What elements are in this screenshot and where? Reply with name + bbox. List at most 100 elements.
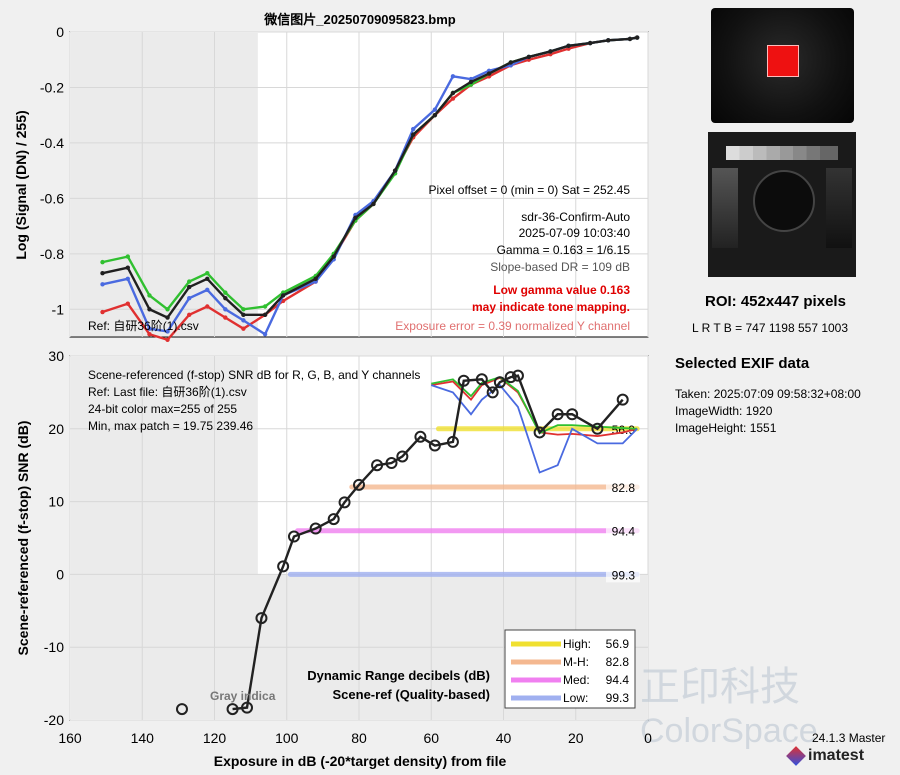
dr-band-label-bg [606,565,640,583]
data-point [262,304,268,309]
data-point [187,279,192,284]
data-point [591,422,604,435]
data-point [457,374,470,387]
dr-band-label: 82.8 [612,481,636,495]
plot-area [69,355,649,721]
datetime-label: 2025-07-09 10:03:40 [519,226,631,240]
dr-band-label: 94.4 [612,525,636,539]
data-point [125,301,130,306]
y-tick-label: 0 [56,24,64,40]
dr-title-1: Dynamic Range decibels (dB) [307,668,490,683]
roi-coords: L R T B = 747 1198 557 1003 [692,321,849,335]
data-point [262,332,268,337]
ref-label: Ref: 自研36阶(1).csv [88,319,199,333]
y-tick-label: -10 [44,639,64,655]
y-tick-label: 30 [48,348,64,364]
data-point [450,74,456,79]
snr-title-line-1: Scene-referenced (f-stop) SNR dB for R, … [88,368,420,382]
data-point [428,439,441,452]
x-tick-label: 20 [568,730,584,746]
series-line [431,376,638,437]
chart-thumbnail [708,132,856,277]
chart-patch-left [712,168,738,248]
data-point [475,373,488,386]
chart-patch-row [726,146,838,160]
x-axis-label: Exposure in dB (-20*target density) from… [214,753,507,769]
data-point [125,254,130,259]
y-tick-label: -1 [52,301,65,317]
imatest-brand: imatest [808,747,865,764]
dr-band-label: 99.3 [612,568,636,582]
data-point [468,79,474,85]
data-point [205,304,210,309]
chart-circle [753,170,815,232]
y-tick-label: -0.8 [40,246,64,262]
y-tick-label: -0.4 [40,135,64,151]
grid [69,31,649,337]
slope-dr-label: Slope-based DR = 109 dB [490,260,630,274]
data-point [548,49,553,54]
data-point [205,276,210,281]
data-point [396,450,409,463]
legend-value: 82.8 [606,655,630,669]
y-tick-label: 10 [48,494,64,510]
data-point [526,54,531,60]
data-point [280,293,286,298]
data-point [566,43,571,49]
y-tick-labels: 30 20 10 0 -10 -20 [44,348,64,728]
data-point [187,295,192,301]
y-tick-labels: 0 -0.2 -0.4 -0.6 -0.8 -1 [40,24,64,317]
watermark-cn: 正印科技 [640,665,800,709]
data-point [241,307,246,312]
legend-value: 56.9 [606,637,630,651]
data-point [327,513,340,526]
roi-red-box [767,45,799,77]
legend-value: 94.4 [606,673,630,687]
imatest-logo: imatest [786,746,865,766]
exif-height: ImageHeight: 1551 [675,421,777,435]
y-tick-label: 20 [48,421,64,437]
data-point [634,35,640,40]
data-point [223,295,228,301]
data-point [255,612,268,625]
y-axis-label: Log (Signal (DN) / 255) [13,110,29,259]
exif-title: Selected EXIF data [675,355,810,372]
y-axis-label: Scene-referenced (f-stop) SNR (dB) [15,421,31,656]
x-tick-label: 100 [275,730,299,746]
data-point [187,312,192,318]
data-point [223,290,228,295]
data-point [100,271,105,276]
legend-label: Med: [563,673,590,687]
data-point [309,522,322,535]
data-point [313,276,318,281]
data-point [486,71,492,76]
series-line [430,383,638,474]
data-point [331,254,336,259]
data-point [165,337,170,342]
dr-band-label-bg [606,478,640,496]
data-point [125,265,130,270]
legend: High: 56.9 M-H: 82.8 Med: 94.4 Low: 99.3 [504,629,636,709]
legend-label: Low: [563,691,588,705]
data-point [353,215,358,220]
data-point [493,376,506,389]
data-point [566,408,579,421]
lower-shaded-region [71,574,647,719]
data-point [446,435,459,448]
data-point [165,307,170,312]
exposure-error-label: Exposure error = 0.39 normalized Y chann… [395,319,630,333]
gray-indicator-label: Gray indica [210,689,276,703]
y-tick-label: -0.2 [40,79,64,95]
dr-band-label-bg [606,521,640,539]
imatest-icon [786,746,806,766]
data-point [241,326,246,331]
series-line [102,36,638,320]
data-point [616,393,629,406]
data-point [432,112,438,118]
chart-patch-right [826,168,852,248]
data-point [165,329,170,334]
pixel-offset-label: Pixel offset = 0 (min = 0) Sat = 252.45 [428,183,630,197]
y-tick-label: -0.6 [40,190,64,206]
y-tick-label: 0 [56,566,64,582]
shaded-region [71,357,258,719]
